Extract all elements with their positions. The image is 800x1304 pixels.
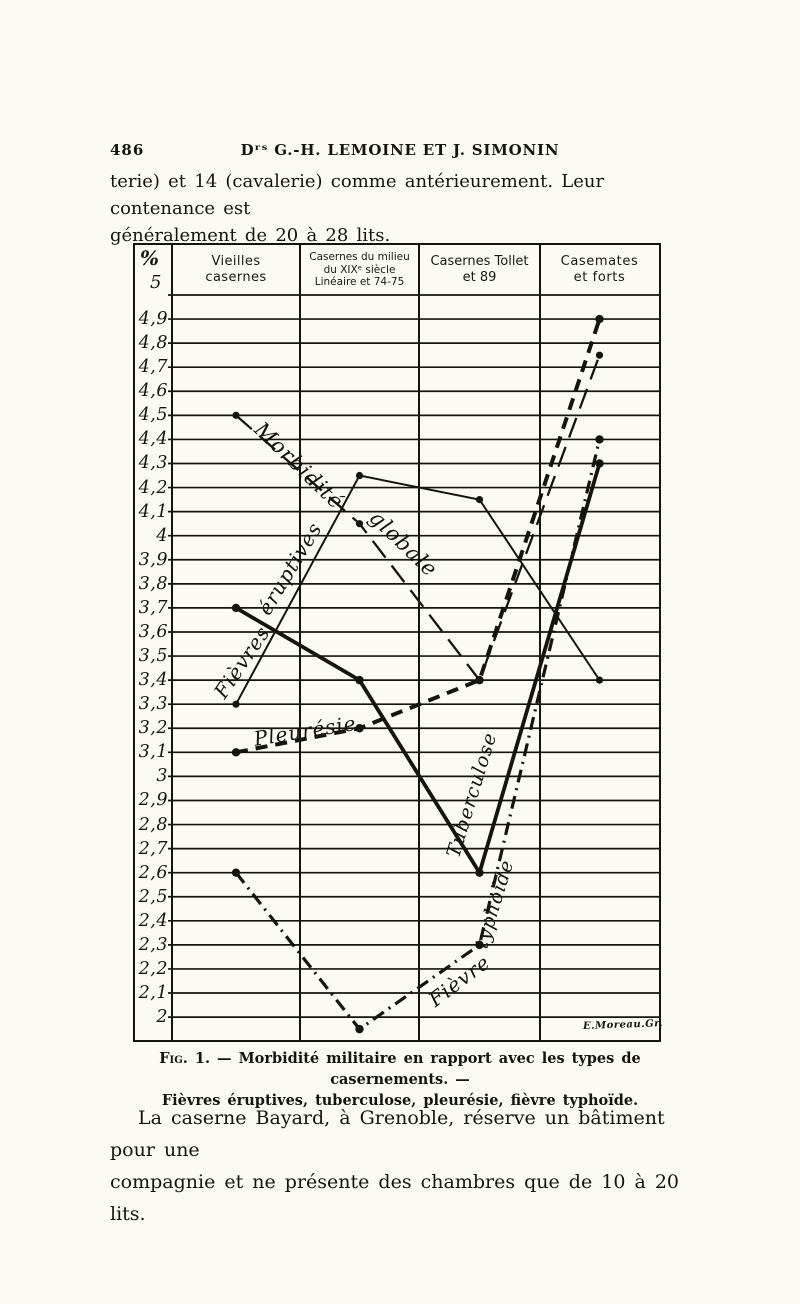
header-line: et forts (573, 270, 626, 285)
y-tick-label: 4,1 (138, 501, 168, 522)
chart-canvas (168, 245, 659, 1040)
data-point (355, 520, 364, 528)
y-top-tick-label: 5 (150, 272, 162, 293)
data-point (232, 411, 240, 419)
y-tick-label: 4,7 (138, 357, 168, 378)
closing-line-1: La caserne Bayard, à Grenoble, réserve u… (110, 1107, 665, 1161)
series-line-4 (234, 439, 602, 1032)
header-line: Linéaire et 74-75 (314, 276, 405, 289)
y-tick-label: 3,7 (138, 597, 168, 618)
data-point (355, 675, 364, 685)
y-tick-label: 3,8 (138, 573, 168, 594)
closing-paragraph: La caserne Bayard, à Grenoble, réserve u… (110, 1102, 702, 1230)
data-point (231, 603, 241, 613)
y-tick-label: 3,9 (138, 549, 168, 570)
series-line-2 (235, 318, 602, 755)
y-tick-label: 2,6 (138, 862, 168, 883)
series-line-1 (235, 474, 601, 705)
y-tick-label: 3,4 (138, 670, 168, 691)
data-point (475, 940, 484, 950)
data-point (475, 675, 484, 685)
data-point (475, 868, 484, 877)
caption-line-2: Fièvres éruptives, tuberculose, pleurési… (161, 1092, 639, 1109)
header-line: casernes (205, 270, 267, 285)
data-point (595, 459, 604, 468)
page-number: 486 (110, 141, 145, 159)
y-tick-label: 3,2 (138, 718, 168, 739)
closing-line-2: compagnie et ne présente des chambres qu… (110, 1171, 680, 1225)
data-point (231, 748, 241, 757)
data-point (355, 1024, 364, 1034)
y-tick-label: 4,8 (138, 333, 168, 354)
y-tick-label: 2,3 (138, 934, 168, 955)
y-tick-label: 4,5 (138, 405, 168, 426)
y-tick-label: 3 (156, 766, 168, 787)
y-axis-header: % 5 (135, 245, 172, 295)
intro-line-2: généralement de 20 à 28 lits. (110, 225, 391, 246)
figure-chart-frame: % 5 Vieilles casernes Casernes du milieu… (133, 243, 663, 1042)
figure-caption: Fig. 1. — Morbidité militaire en rapport… (100, 1048, 700, 1111)
header-line: et 89 (462, 270, 497, 285)
series-line-0 (235, 354, 601, 683)
y-tick-label: 2,5 (138, 886, 168, 907)
caption-line-1: Morbidité militaire en rapport avec les … (238, 1050, 641, 1088)
data-point (595, 351, 604, 359)
y-tick-label: 2,1 (138, 983, 168, 1004)
running-head: 486 Dʳˢ G.-H. LEMOINE ET J. SIMONIN (0, 141, 800, 161)
y-tick-label: 4 (156, 525, 168, 546)
y-tick-label: 2,8 (138, 814, 168, 835)
y-tick-label: 4,2 (138, 477, 168, 498)
percent-sign: % (140, 246, 160, 270)
y-tick-label: 3,1 (138, 742, 168, 763)
data-point (231, 868, 241, 877)
data-point (355, 724, 364, 733)
series-line-3 (235, 462, 602, 878)
y-tick-label: 3,5 (138, 646, 168, 667)
y-tick-label: 4,6 (138, 381, 168, 402)
intro-paragraph: terie) et 14 (cavalerie) comme antérieur… (110, 168, 696, 249)
header-line: du XIXᵉ siècle (323, 263, 396, 276)
y-tick-label: 2,7 (138, 838, 168, 859)
data-point (475, 495, 484, 504)
y-tick-label: 2,2 (138, 958, 168, 979)
header-line: Vieilles (211, 254, 261, 269)
y-tick-label: 4,4 (138, 429, 168, 450)
data-point (232, 700, 240, 708)
figure-label: Fig. 1. — (159, 1050, 232, 1067)
col-header-casernes-milieu-xix: Casernes du milieu du XIXᵉ siècle Linéai… (301, 245, 418, 295)
data-point (595, 676, 604, 684)
y-tick-label: 4,3 (138, 453, 168, 474)
running-title: Dʳˢ G.-H. LEMOINE ET J. SIMONIN (240, 141, 560, 159)
header-line: Casernes du milieu (309, 251, 410, 264)
header-line: Casernes Tollet (430, 254, 529, 269)
header-line: Casemates (560, 254, 639, 269)
y-tick-label: 3,6 (138, 621, 168, 642)
col-header-vieilles-casernes: Vieilles casernes (173, 245, 299, 295)
col-header-casernes-tollet: Casernes Tollet et 89 (420, 245, 539, 295)
data-point (355, 471, 364, 480)
col-header-casemates-forts: Casemates et forts (541, 245, 658, 295)
y-tick-label: 2,9 (138, 790, 168, 811)
intro-line-1: terie) et 14 (cavalerie) comme antérieur… (110, 171, 605, 219)
data-point (595, 435, 604, 444)
data-point (595, 314, 604, 324)
y-tick-label: 3,3 (138, 694, 168, 715)
y-tick-label: 2 (156, 1007, 168, 1028)
y-tick-label: 2,4 (138, 910, 168, 931)
y-tick-label: 4,9 (138, 309, 168, 330)
